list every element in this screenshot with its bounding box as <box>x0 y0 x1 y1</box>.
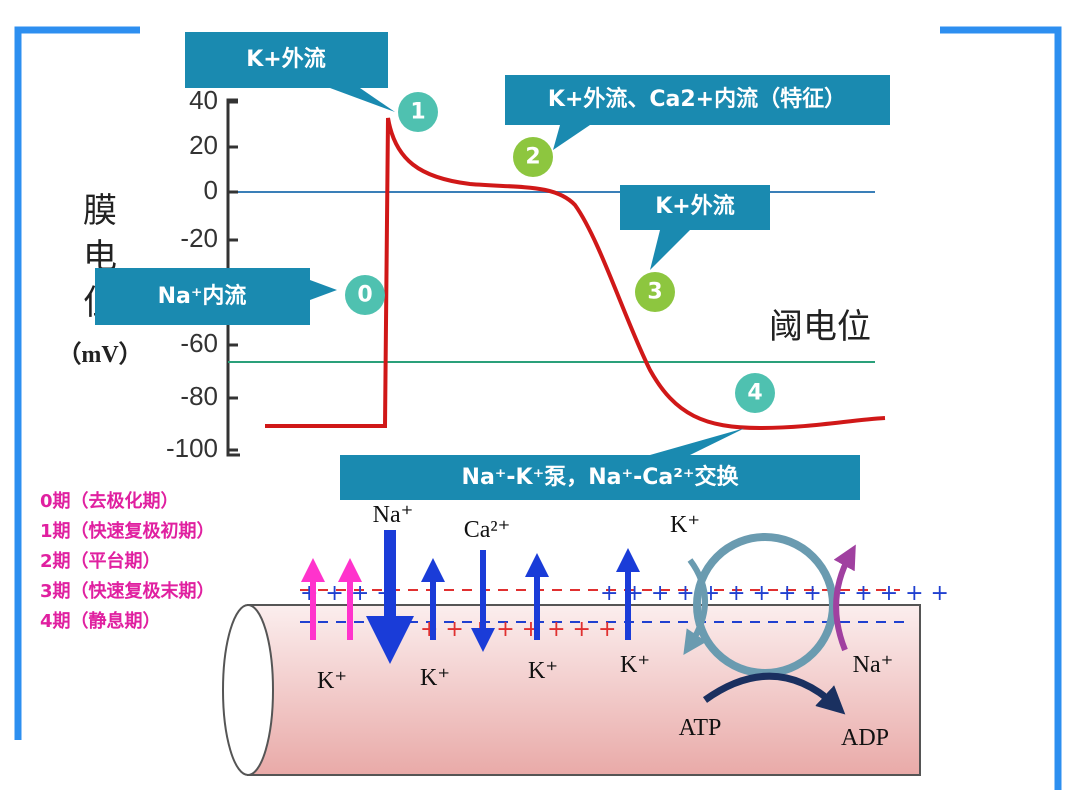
marker <box>635 272 675 312</box>
charge-signs: + + + + + + + + <box>420 617 616 642</box>
y-tick-label: 0 <box>204 175 218 205</box>
ion-label: Ca²⁺ <box>464 517 511 543</box>
marker <box>398 92 438 132</box>
atp-arrow <box>702 672 846 715</box>
energy-label: ADP <box>841 725 889 751</box>
marker-label: 1 <box>410 100 425 125</box>
ion-label: K⁺ <box>528 658 558 684</box>
y-tick-label: -80 <box>180 381 218 411</box>
frame <box>14 26 140 740</box>
threshold-label: 阈电位 <box>769 308 871 346</box>
axis-unit: （mV） <box>57 341 142 368</box>
pump-arrow <box>683 558 708 655</box>
callout: K+外流、Ca2+内流（特征） <box>548 86 846 112</box>
ion-label: Na⁺ <box>373 502 414 528</box>
phase-label: 0期（去极化期） <box>40 490 179 512</box>
phase-label: 4期（静息期） <box>40 610 161 632</box>
energy-label: ATP <box>679 715 722 741</box>
y-tick-label: 40 <box>189 85 218 115</box>
marker-label: 3 <box>647 280 662 305</box>
axis-label: 膜 <box>83 192 117 230</box>
ion-label: K⁺ <box>317 668 347 694</box>
phase-label: 1期（快速复极初期） <box>40 520 215 542</box>
pump-arrow <box>833 544 856 652</box>
y-tick-label: -100 <box>166 433 218 463</box>
ion-label: K⁺ <box>420 665 450 691</box>
charge-signs: + + + + + + + + + + + + + + <box>600 581 949 606</box>
callout: K+外流 <box>655 193 734 219</box>
marker-label: 4 <box>747 381 762 406</box>
ion-arrows <box>301 530 640 664</box>
cell-membrane-end <box>222 604 274 776</box>
y-tick-label: 20 <box>189 130 218 160</box>
frame <box>940 26 1062 790</box>
phase-label: 2期（平台期） <box>40 550 161 572</box>
ion-label: K⁺ <box>620 652 650 678</box>
marker <box>735 373 775 413</box>
phase-label: 3期（快速复极末期） <box>40 580 215 602</box>
marker-label: 0 <box>357 283 372 308</box>
callout: K+外流 <box>246 46 325 72</box>
ion-label: K⁺ <box>670 512 700 538</box>
marker-label: 2 <box>525 145 540 170</box>
marker <box>513 137 553 177</box>
callout: Na⁺-K⁺泵，Na⁺-Ca²⁺交换 <box>462 464 740 490</box>
ion-label: Na⁺ <box>853 652 894 678</box>
y-tick-label: -60 <box>180 328 218 358</box>
action-potential-curve <box>265 117 886 431</box>
callout-shapes <box>95 32 890 500</box>
callout: Na⁺内流 <box>158 283 247 309</box>
y-tick-label: -20 <box>180 223 218 253</box>
marker <box>345 275 385 315</box>
